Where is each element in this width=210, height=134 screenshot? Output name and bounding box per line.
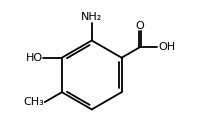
Text: HO: HO xyxy=(25,53,42,63)
Text: CH₃: CH₃ xyxy=(23,97,44,107)
Text: O: O xyxy=(136,21,144,31)
Text: OH: OH xyxy=(158,42,175,52)
Text: NH₂: NH₂ xyxy=(81,12,102,22)
